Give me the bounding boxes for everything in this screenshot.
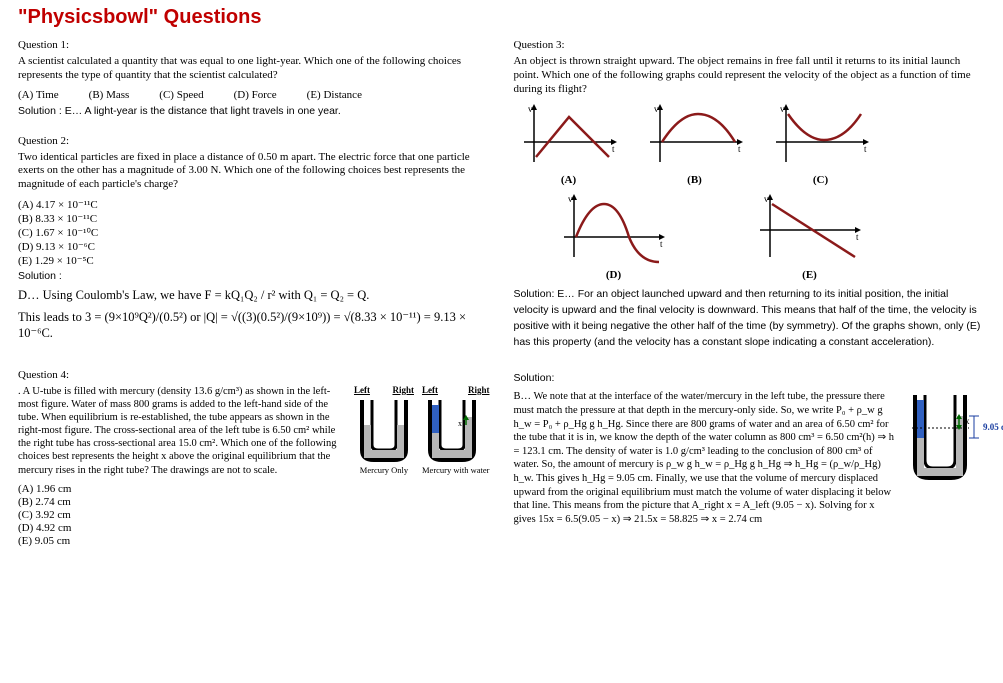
page-title: "Physicsbowl" Questions xyxy=(18,6,985,29)
question-2: Question 2: Two identical particles are … xyxy=(18,135,490,341)
q4-fig2-caption: Mercury with water xyxy=(422,465,490,475)
q4-fig2-right-label: Right xyxy=(468,385,490,395)
utube-mercury-only-icon xyxy=(354,395,414,465)
svg-text:v: v xyxy=(780,104,785,114)
svg-text:v: v xyxy=(764,194,769,204)
q2-opt-e: (E) 1.29 × 10⁻⁵C xyxy=(18,254,490,267)
q4-dim-label: 9.05 cm xyxy=(983,422,1003,432)
svg-text:v: v xyxy=(654,104,659,114)
q1-options: (A) Time (B) Mass (C) Speed (D) Force (E… xyxy=(18,89,490,101)
graph-e-label: (E) xyxy=(750,269,870,281)
svg-text:t: t xyxy=(738,144,741,154)
q4-opt-a: (A) 1.96 cm xyxy=(18,483,344,495)
q4-fig1-left-label: Left xyxy=(354,385,370,395)
svg-text:t: t xyxy=(864,144,867,154)
q4-solution-text: B… We note that at the interface of the … xyxy=(514,390,900,526)
graph-a-label: (A) xyxy=(514,174,624,186)
q4-solution-figure: x 9.05 cm xyxy=(907,390,985,485)
graph-c-label: (C) xyxy=(766,174,876,186)
q2-text: Two identical particles are fixed in pla… xyxy=(18,151,490,192)
graph-e-icon: vt xyxy=(750,192,870,267)
q4-opt-e: (E) 9.05 cm xyxy=(18,535,344,547)
svg-text:v: v xyxy=(528,104,533,114)
graph-b-label: (B) xyxy=(640,174,750,186)
graph-b-icon: vt xyxy=(640,102,750,172)
svg-text:t: t xyxy=(856,232,859,242)
q4-fig2-left-label: Left xyxy=(422,385,438,395)
question-4-solution: Solution: B… We note that at the interfa… xyxy=(514,372,986,526)
q1-solution: Solution : E… A light-year is the distan… xyxy=(18,105,490,117)
svg-text:x: x xyxy=(458,419,462,428)
q4-fig1-right-label: Right xyxy=(392,385,414,395)
graph-d-icon: vt xyxy=(554,192,674,267)
question-1: Question 1: A scientist calculated a qua… xyxy=(18,39,490,117)
q4-opt-d: (D) 4.92 cm xyxy=(18,522,344,534)
question-3: Question 3: An object is thrown straight… xyxy=(514,39,986,350)
q4-opt-b: (B) 2.74 cm xyxy=(18,496,344,508)
q3-graphs-bottom: vt (D) vt (E) xyxy=(554,192,986,281)
q2-solution-1: D… Using Coulomb's Law, we have F = kQ₁Q… xyxy=(18,288,490,303)
q3-label: Question 3: xyxy=(514,39,986,51)
q1-opt-e: (E) Distance xyxy=(307,89,362,101)
q4-text: . A U-tube is filled with mercury (densi… xyxy=(18,385,344,477)
q2-opt-c: (C) 1.67 × 10⁻¹⁰C xyxy=(18,226,490,239)
graph-d-label: (D) xyxy=(554,269,674,281)
q1-opt-d: (D) Force xyxy=(234,89,277,101)
svg-text:v: v xyxy=(568,194,573,204)
q3-solution: Solution: E… For an object launched upwa… xyxy=(514,287,986,350)
q2-opt-d: (D) 9.13 × 10⁻⁶C xyxy=(18,240,490,253)
q4-options: (A) 1.96 cm (B) 2.74 cm (C) 3.92 cm (D) … xyxy=(18,483,344,547)
q4-label: Question 4: xyxy=(18,369,490,381)
q1-opt-a: (A) Time xyxy=(18,89,59,101)
svg-text:t: t xyxy=(660,239,663,249)
graph-a-icon: vt xyxy=(514,102,624,172)
q4-figures: Left Right Mercury Only xyxy=(354,385,490,548)
q1-text: A scientist calculated a quantity that w… xyxy=(18,55,490,83)
right-column: Question 3: An object is thrown straight… xyxy=(514,39,986,566)
left-column: Question 1: A scientist calculated a qua… xyxy=(18,39,490,566)
utube-solution-icon: x xyxy=(907,390,985,485)
q2-solution-label: Solution : xyxy=(18,270,490,282)
q2-label: Question 2: xyxy=(18,135,490,147)
q2-options: (A) 4.17 × 10⁻¹¹C (B) 8.33 × 10⁻¹¹C (C) … xyxy=(18,198,490,267)
q4-solution-label: Solution: xyxy=(514,372,986,384)
columns: Question 1: A scientist calculated a qua… xyxy=(18,39,985,566)
q4-opt-c: (C) 3.92 cm xyxy=(18,509,344,521)
q3-graphs-top: vt (A) vt (B) xyxy=(514,102,986,186)
question-4: Question 4: . A U-tube is filled with me… xyxy=(18,369,490,548)
q3-text: An object is thrown straight upward. The… xyxy=(514,55,986,96)
utube-with-water-icon: x xyxy=(422,395,482,465)
q1-opt-c: (C) Speed xyxy=(159,89,203,101)
q4-fig1-caption: Mercury Only xyxy=(354,465,414,475)
q1-label: Question 1: xyxy=(18,39,490,51)
q2-opt-b: (B) 8.33 × 10⁻¹¹C xyxy=(18,212,490,225)
svg-text:x: x xyxy=(965,416,970,426)
q2-solution-2: This leads to 3 = (9×10⁹Q²)/(0.5²) or |Q… xyxy=(18,309,490,341)
q1-opt-b: (B) Mass xyxy=(89,89,130,101)
svg-text:t: t xyxy=(612,144,615,154)
graph-c-icon: vt xyxy=(766,102,876,172)
q2-opt-a: (A) 4.17 × 10⁻¹¹C xyxy=(18,198,490,211)
